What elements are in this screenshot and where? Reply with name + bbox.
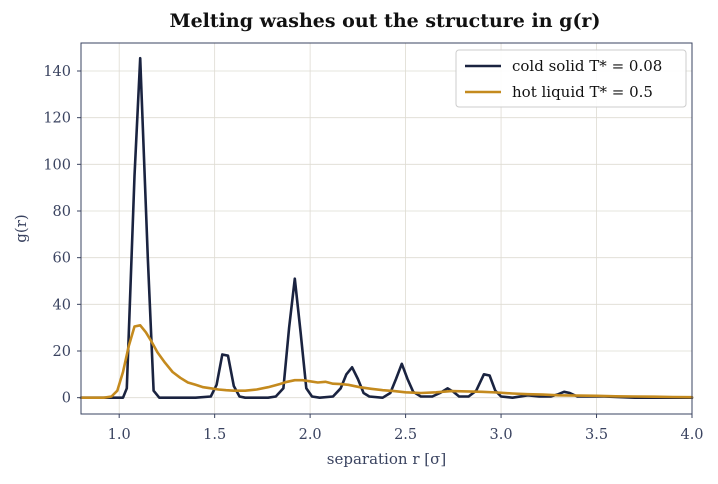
chart-title: Melting washes out the structure in g(r) [170, 10, 601, 32]
y-tick-label: 80 [53, 204, 71, 220]
x-tick-label: 1.0 [108, 427, 131, 443]
plot-frame [80, 42, 693, 415]
y-tick-label: 140 [43, 64, 71, 80]
y-tick-label: 60 [53, 251, 71, 267]
y-tick-label: 20 [53, 344, 71, 360]
y-axis-label: g(r) [12, 214, 30, 242]
y-tick-label: 0 [62, 391, 71, 407]
x-tick-label: 1.5 [203, 427, 226, 443]
x-tick-label: 3.5 [585, 427, 608, 443]
x-tick-label: 2.5 [394, 427, 417, 443]
y-tick-label: 40 [53, 297, 71, 313]
x-tick-label: 3.0 [490, 427, 513, 443]
legend: cold solid T* = 0.08 hot liquid T* = 0.5 [455, 49, 687, 108]
y-tick-label: 100 [43, 157, 71, 173]
x-tick-label: 2.0 [299, 427, 322, 443]
legend-box [455, 49, 687, 108]
series-line-hot-liquid [79, 324, 694, 399]
x-tick-label: 4.0 [680, 427, 703, 443]
legend-label: hot liquid T* = 0.5 [512, 83, 653, 101]
x-axis-label: separation r [σ] [327, 450, 446, 468]
legend-label: cold solid T* = 0.08 [512, 57, 662, 75]
series-line-cold-solid [79, 56, 694, 399]
axis-ticks: 1.0 1.5 2.0 2.5 3.0 3.5 4.0 0 20 40 60 80 100 120 140 [43, 64, 703, 443]
plot-series [79, 56, 694, 399]
y-tick-label: 120 [43, 111, 71, 127]
